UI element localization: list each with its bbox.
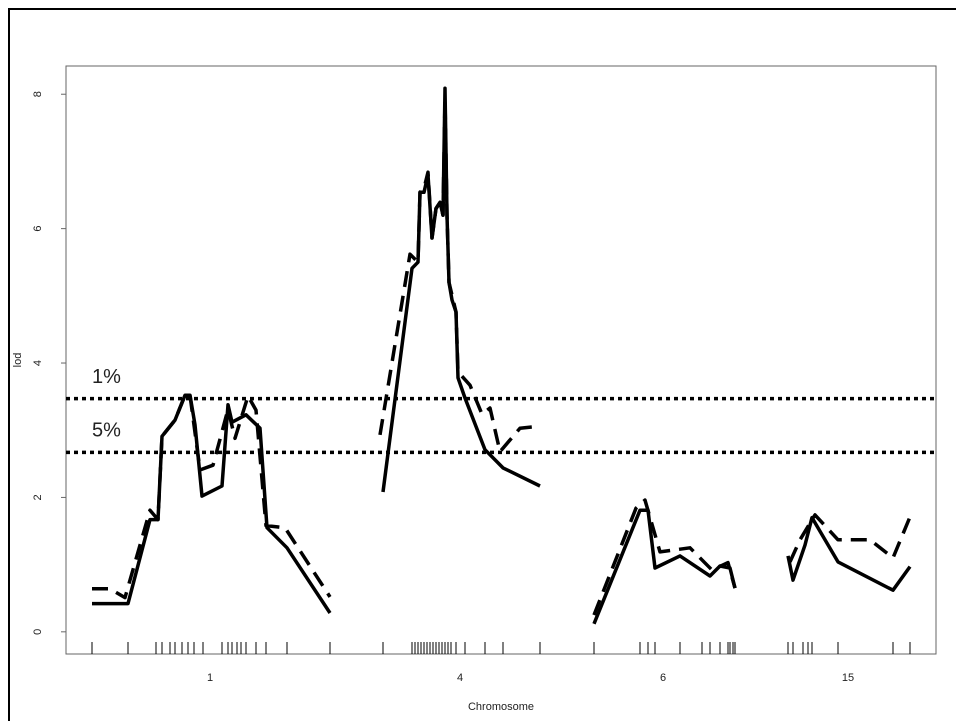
x-tick-label: 15 [842,672,854,684]
frame [8,8,956,721]
lod-curve [92,96,912,616]
threshold-label: 5% [92,420,121,442]
y-tick-label: 6 [32,226,44,232]
lod-curve [92,86,912,625]
y-tick-label: 2 [32,494,44,500]
x-tick-label: 1 [207,672,213,684]
y-tick-label: 4 [32,360,44,366]
threshold-label: 1% [92,366,121,388]
y-axis-label: lod [12,353,24,368]
x-axis-label: Chromosome [468,701,534,713]
y-tick-label: 8 [32,91,44,97]
y-tick-label: 0 [32,629,44,635]
x-tick-label: 4 [457,672,463,684]
plot-box [65,65,937,655]
x-tick-label: 6 [660,672,666,684]
